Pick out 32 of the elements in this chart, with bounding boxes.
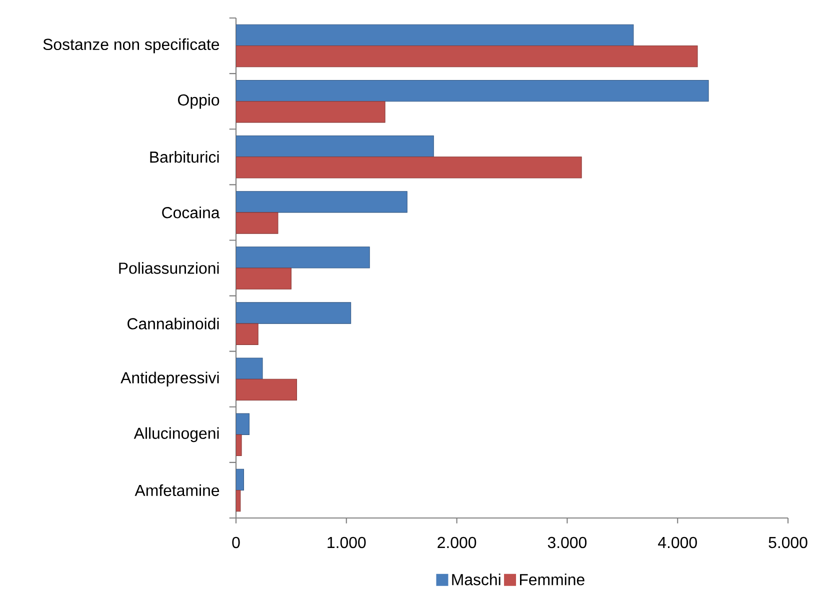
bar — [236, 24, 634, 46]
bar — [236, 358, 263, 380]
bar — [236, 212, 278, 234]
y-tick-label: Allucinogeni — [134, 427, 219, 442]
y-tick-label: Barbiturici — [150, 151, 219, 163]
x-tick-label: 2.000 — [438, 536, 476, 548]
bar — [236, 136, 434, 158]
bar — [236, 268, 292, 290]
y-tick-label: Antidepressivi — [120, 372, 219, 387]
bar — [236, 323, 258, 345]
x-tick-label: 3.000 — [548, 536, 587, 548]
bar — [236, 80, 709, 102]
y-tick-label: Cocaina — [162, 206, 220, 218]
bar — [236, 378, 297, 400]
bar — [236, 101, 386, 123]
y-tick-label: Amfetamine — [134, 484, 220, 496]
bar — [236, 46, 698, 68]
x-tick-label: 4.000 — [658, 536, 697, 548]
bar — [236, 414, 250, 435]
y-tick-label: Oppio — [178, 94, 220, 109]
bar — [236, 191, 408, 213]
x-tick-label: 1.000 — [328, 536, 366, 548]
x-tick-label: 5.000 — [768, 536, 808, 548]
x-tick-label: 0 — [232, 536, 240, 548]
y-tick-label: Cannabinoidi — [128, 318, 219, 330]
bar — [236, 302, 352, 324]
y-tick-label: Poliassunzioni — [119, 262, 219, 274]
legend-label: Maschi — [452, 574, 500, 586]
legend-label: Femmine — [520, 574, 584, 586]
bar — [236, 246, 370, 268]
bar — [236, 156, 582, 178]
y-tick-label: Sostanze non specificate — [43, 38, 220, 54]
